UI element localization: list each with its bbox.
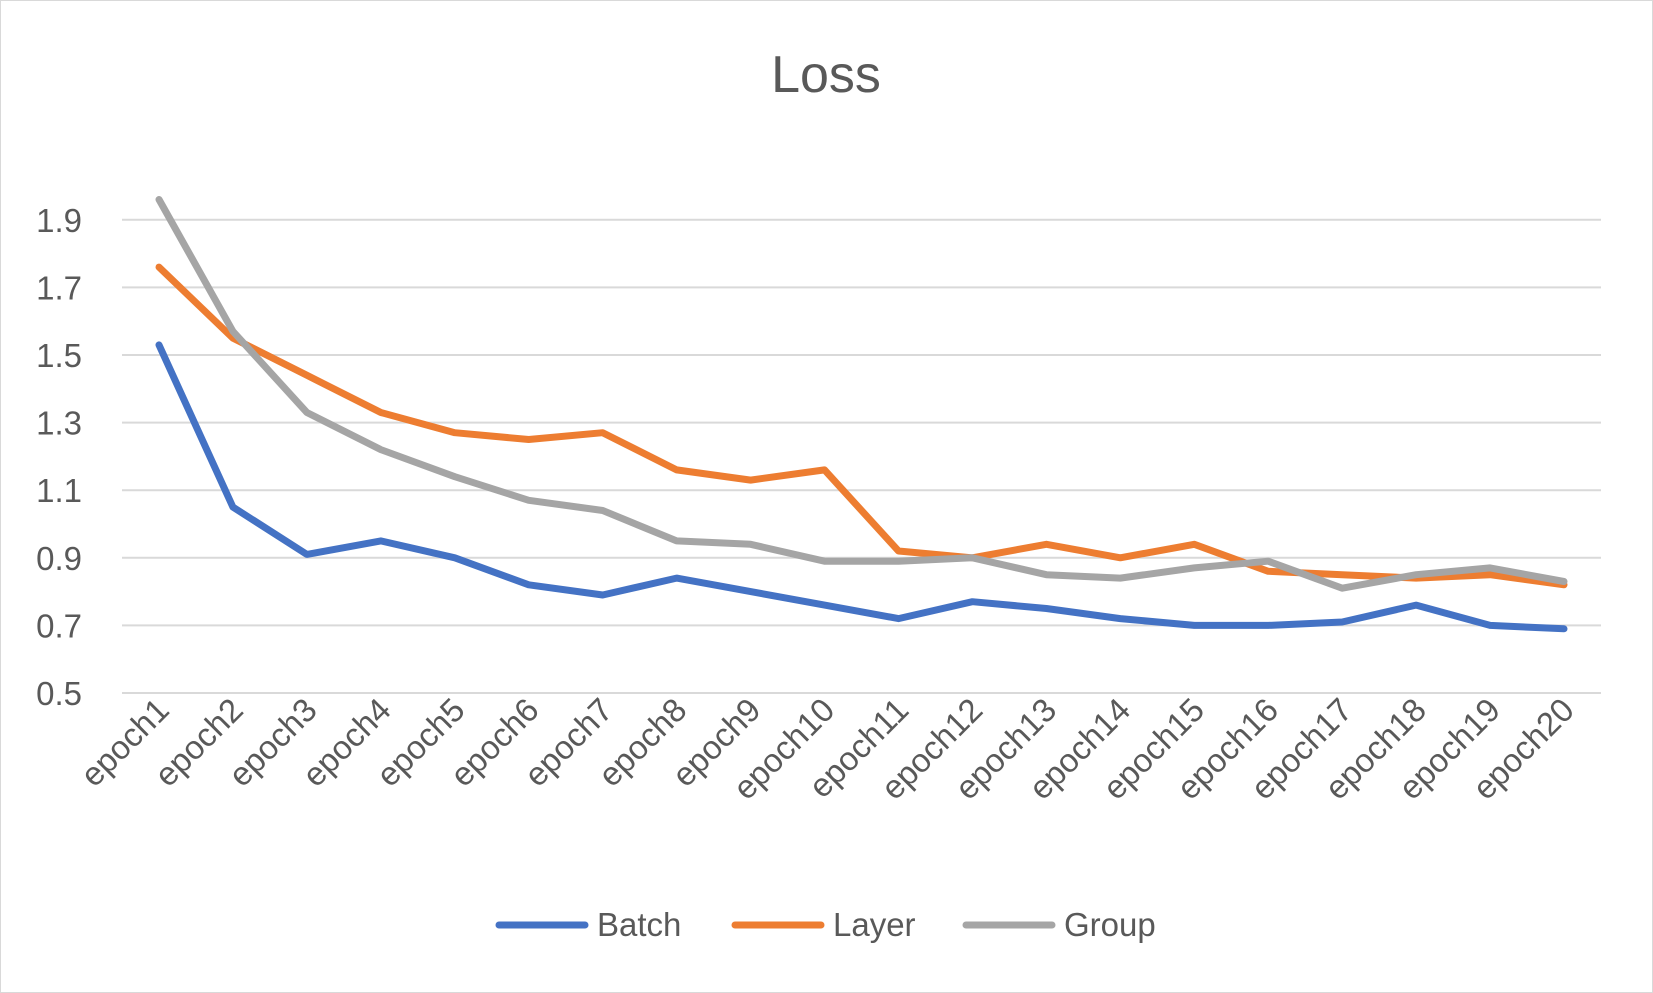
y-tick-label: 1.1 [36,472,82,509]
legend-label-layer: Layer [833,906,916,943]
y-tick-label: 1.3 [36,405,82,442]
series-lines [155,196,1568,633]
x-axis-ticks: epoch1epoch2epoch3epoch4epoch5epoch6epoc… [73,691,1581,807]
series-line-layer [155,263,1568,589]
legend-label-batch: Batch [597,906,681,943]
y-tick-label: 0.9 [36,540,82,577]
y-tick-label: 1.7 [36,269,82,306]
y-tick-label: 0.7 [36,607,82,644]
gridlines [122,218,1601,694]
legend: Batch Layer Group [495,906,1156,943]
series-line-batch [155,341,1568,633]
chart-title: Loss [771,46,881,104]
legend-label-group: Group [1064,906,1156,943]
y-tick-label: 0.5 [36,675,82,712]
series-line-group [155,196,1568,592]
y-tick-label: 1.9 [36,202,82,239]
y-axis-ticks: 0.5 0.7 0.9 1.1 1.3 1.5 1.7 1.9 [36,202,82,712]
y-tick-label: 1.5 [36,337,82,374]
